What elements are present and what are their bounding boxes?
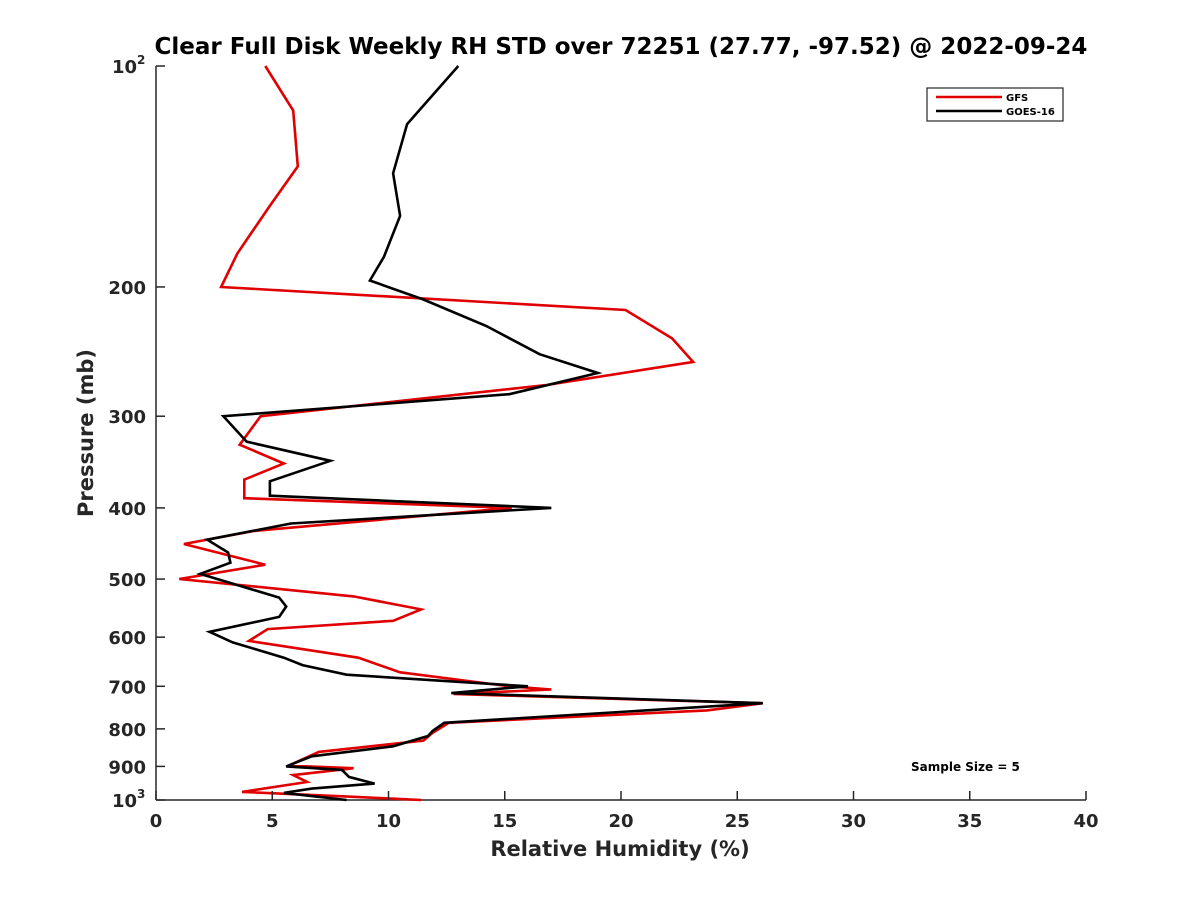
legend-box: [926, 87, 1064, 122]
y-tick-label: 900: [108, 757, 146, 778]
x-tick-label: 5: [266, 811, 279, 832]
x-tick-label: 0: [150, 811, 163, 832]
x-tick-label: 20: [608, 811, 633, 832]
legend: GFS GOES-16: [926, 87, 1064, 122]
x-tick-label: 30: [841, 811, 866, 832]
x-axis-title: Relative Humidity (%): [490, 837, 749, 861]
y-tick-label: 10: [112, 791, 137, 812]
legend-label-gfs: GFS: [1006, 93, 1028, 104]
sample-size-annotation: Sample Size = 5: [911, 760, 1020, 774]
x-tick-label: 15: [492, 811, 517, 832]
x-tick-label: 40: [1073, 811, 1098, 832]
x-tick-label: 25: [725, 811, 750, 832]
y-tick-exponent: 3: [137, 787, 145, 801]
y-tick-label: 10: [112, 57, 137, 78]
y-tick-label: 800: [108, 720, 146, 741]
legend-label-goes16: GOES-16: [1006, 107, 1055, 118]
y-tick-label: 700: [108, 677, 146, 698]
x-ticks: 0 5 10 15 20 25 30 35 40: [150, 791, 1099, 832]
y-tick-label: 200: [108, 278, 146, 299]
y-tick-label: 300: [108, 407, 146, 428]
series-line-goes-16: [196, 65, 763, 802]
chart-title: Clear Full Disk Weekly RH STD over 72251…: [155, 34, 1088, 60]
y-tick-label: 400: [108, 499, 146, 520]
y-tick-label: 500: [108, 570, 146, 591]
y-axis-title: Pressure (mb): [74, 349, 98, 517]
x-tick-label: 35: [957, 811, 982, 832]
y-tick-exponent: 2: [137, 53, 145, 67]
series-line-gfs: [179, 65, 763, 802]
y-tick-label: 600: [108, 628, 146, 649]
x-axis: 0 5 10 15 20 25 30 35 40 Relative Humidity (%): [150, 791, 1099, 861]
x-tick-label: 10: [376, 811, 401, 832]
series-layer: [179, 65, 763, 802]
